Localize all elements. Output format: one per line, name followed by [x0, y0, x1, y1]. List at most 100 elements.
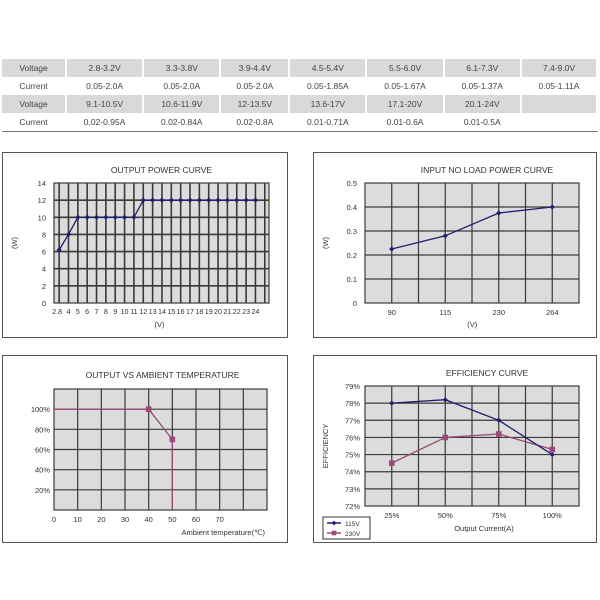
data-point-marker — [234, 197, 240, 203]
data-point-marker — [84, 214, 90, 220]
table-cell: 4.5-5.4V — [289, 59, 368, 77]
data-point-marker — [168, 197, 174, 203]
legend: 115V 230V — [322, 516, 371, 540]
legend-115v-marker — [331, 520, 337, 526]
table-cell: 2.8-3.2V — [66, 59, 145, 77]
data-point-marker — [206, 197, 212, 203]
x-tick-label: 18 — [195, 307, 203, 316]
table-cell: 0.02-0.95A — [66, 113, 145, 131]
x-axis-label: (V) — [467, 320, 478, 329]
x-axis-label: Ambient temperature(℃) — [182, 528, 266, 537]
table-cell: 0.05-1.11A — [520, 77, 599, 95]
series-line — [54, 408, 173, 510]
x-tick-label: 2.8 — [52, 307, 62, 316]
table-cell — [520, 95, 599, 113]
data-point-marker — [121, 214, 128, 220]
data-point-marker — [442, 434, 449, 441]
x-tick-label: 22 — [233, 307, 241, 316]
y-tick-label: 0.2 — [347, 251, 357, 260]
table-cell: 0.01-0.6A — [366, 113, 445, 131]
y-tick-label: 0.1 — [347, 275, 357, 284]
table-cell: 9.1-10.5V — [66, 95, 145, 113]
table-cell: 0.05-1.67A — [366, 77, 445, 95]
x-tick-label: 30 — [121, 515, 129, 524]
x-tick-label: 17 — [186, 307, 194, 316]
y-tick-label: 100% — [31, 405, 51, 414]
table-cell: 3.3-3.8V — [143, 59, 222, 77]
x-tick-label: 19 — [205, 307, 213, 316]
table-cell: 5.5-6.0V — [366, 59, 445, 77]
data-point-marker — [56, 247, 62, 253]
y-tick-label: 0 — [42, 299, 46, 308]
table-cell: 0.05-2.0A — [66, 77, 145, 95]
efficiency-chart: EFFICIENCY CURVE 72% 73% 74% 75% 76% 77% 78% 79%… — [313, 355, 597, 543]
chart-title: OUTPUT VS AMBIENT TEMPERATURE — [86, 370, 240, 380]
series-line — [391, 399, 553, 456]
row-label: Current — [2, 77, 67, 95]
row-label: Current — [2, 113, 67, 131]
y-tick-label: 76% — [345, 433, 360, 442]
table-row: Voltage 2.8-3.2V 3.3-3.8V 3.9-4.4V 4.5-5.4V 5… — [2, 59, 599, 77]
x-tick-label: 230 — [492, 308, 505, 317]
y-tick-label: 12 — [38, 196, 46, 205]
table-cell: 0.01-0.71A — [289, 113, 368, 131]
y-tick-label: 40% — [35, 466, 50, 475]
y-tick-label: 8 — [42, 230, 46, 239]
x-tick-label: 5 — [76, 307, 80, 316]
x-tick-label: 12 — [139, 307, 147, 316]
data-point-marker — [442, 397, 448, 403]
data-point-marker — [388, 460, 395, 466]
y-tick-label: 20% — [35, 486, 50, 495]
y-tick-label: 78% — [345, 399, 360, 408]
x-tick-label: 25% — [384, 511, 399, 520]
output-power-chart: OUTPUT POWER CURVE 0 2 4 6 8 10 12 14 2.8 4 5 6 7 8 9 10… — [2, 152, 288, 338]
data-point-marker — [549, 451, 555, 458]
x-axis-label: Output Current(A) — [454, 524, 514, 533]
data-point-marker — [224, 197, 231, 203]
x-axis-label: (V) — [155, 320, 166, 329]
series-line — [58, 199, 256, 251]
x-tick-label: 10 — [73, 515, 81, 524]
table-cell — [520, 113, 599, 131]
y-tick-label: 4 — [42, 265, 46, 274]
legend-label: 115V — [345, 521, 360, 528]
data-point-marker — [178, 197, 184, 203]
x-tick-label: 60 — [192, 515, 200, 524]
x-tick-label: 90 — [388, 308, 396, 317]
data-point-marker — [187, 197, 193, 203]
y-tick-label: 14 — [38, 179, 46, 188]
x-tick-label: 21 — [223, 307, 231, 316]
data-point-marker — [103, 214, 109, 220]
table-cell: 0.05-2.0A — [220, 77, 291, 95]
x-tick-label: 20 — [214, 307, 222, 316]
table-cell: 10.6-11.9V — [143, 95, 222, 113]
series-line — [391, 433, 553, 464]
y-tick-label: 2 — [42, 282, 46, 291]
x-tick-label: 14 — [158, 307, 166, 316]
table-cell: 0.02-0.8A — [220, 113, 291, 131]
legend-label: 230V — [345, 531, 361, 538]
table-cell: 17.1-20V — [366, 95, 445, 113]
data-point-marker — [215, 197, 221, 203]
data-point-marker — [549, 204, 555, 210]
row-label: Voltage — [2, 59, 67, 77]
x-tick-label: 23 — [242, 307, 250, 316]
data-point-marker — [159, 197, 165, 203]
x-tick-label: 50 — [168, 515, 176, 524]
y-tick-label: 60% — [35, 446, 50, 455]
x-tick-label: 24 — [251, 307, 259, 316]
y-axis-label: (W) — [10, 236, 19, 249]
table-cell: 3.9-4.4V — [220, 59, 291, 77]
legend-230v-marker — [331, 530, 337, 536]
y-tick-label: 73% — [345, 485, 360, 494]
x-tick-label: 16 — [177, 307, 185, 316]
data-point-marker — [112, 214, 118, 220]
data-point-marker — [496, 417, 502, 423]
y-tick-label: 0.4 — [347, 203, 357, 212]
data-point-marker — [389, 246, 395, 252]
x-tick-label: 7 — [95, 307, 99, 316]
x-tick-label: 50% — [438, 511, 453, 520]
data-point-marker — [131, 214, 137, 220]
table-cell: 7.4-9.0V — [520, 59, 599, 77]
x-tick-label: 100% — [543, 511, 563, 520]
